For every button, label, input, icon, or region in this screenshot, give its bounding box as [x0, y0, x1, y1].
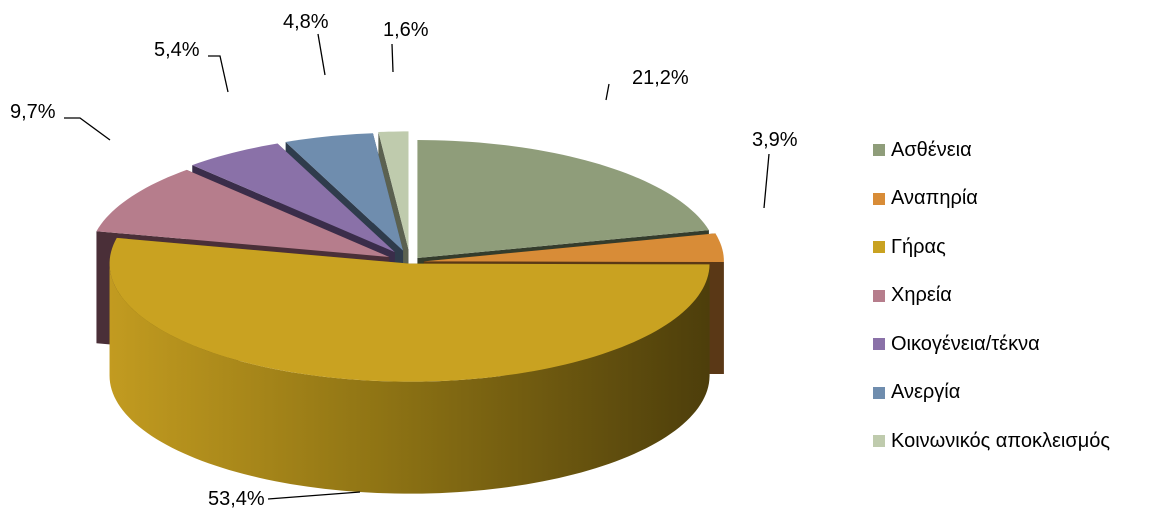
data-label-unemployment: 4,8% [283, 11, 329, 76]
legend-item-unemployment: Ανεργία [873, 381, 1110, 405]
data-label-widowhood: 9,7% [10, 101, 111, 141]
value-label: 21,2% [632, 67, 689, 89]
legend-item-disability: Αναπηρία [873, 187, 1110, 211]
legend-label: Οικογένεια/τέκνα [891, 332, 1040, 355]
legend-item-illness: Ασθένεια [873, 138, 1110, 162]
leader-line [317, 33, 326, 76]
value-label: 53,4% [208, 488, 265, 510]
value-label: 3,9% [752, 129, 798, 151]
legend-swatch [873, 241, 885, 253]
legend-swatch [873, 386, 885, 399]
pie-slice-top [96, 169, 390, 257]
pie-slice-top [423, 233, 724, 263]
legend-label: Γήρας [891, 235, 946, 258]
pie-slice-top [378, 131, 409, 250]
pie-slice-top [417, 140, 709, 259]
pie-slice-top [285, 133, 404, 251]
legend-label: Κοινωνικός αποκλεισμός [891, 429, 1110, 452]
legend-swatch [873, 338, 885, 350]
leader-line [267, 491, 361, 500]
value-label: 4,8% [283, 11, 329, 33]
legend-item-widowhood: Χηρεία [873, 284, 1110, 308]
data-label-old-age: 53,4% [208, 488, 361, 510]
legend-item-social-exclusion: Κοινωνικός αποκλεισμός [873, 429, 1110, 453]
data-label-illness: 21,2% [605, 67, 689, 101]
value-label: 1,6% [383, 19, 429, 41]
legend-swatch [873, 144, 885, 156]
leader-line [391, 43, 394, 73]
leader-line [763, 153, 770, 209]
pie-slice-top [109, 237, 710, 382]
leader-line [605, 83, 610, 101]
legend-swatch [873, 192, 885, 205]
chart-legend: Ασθένεια Αναπηρία Γήρας Χηρεία Οικογένει… [873, 138, 1110, 478]
data-label-social-exclusion: 1,6% [383, 19, 429, 73]
data-label-family-children: 5,4% [154, 39, 229, 93]
pie-slice-top [192, 143, 395, 253]
pie-slice-rim [109, 263, 710, 494]
value-label: 9,7% [10, 101, 56, 123]
legend-swatch [873, 435, 885, 447]
legend-label: Χηρεία [891, 284, 952, 306]
legend-label: Αναπηρία [891, 187, 978, 209]
legend-item-family-children: Οικογένεια/τέκνα [873, 332, 1110, 356]
leader-line [208, 55, 229, 93]
data-label-disability: 3,9% [752, 129, 798, 209]
legend-label: Ασθένεια [891, 138, 972, 161]
leader-line [64, 117, 111, 141]
legend-label: Ανεργία [891, 381, 961, 403]
pie-slice-old-age [109, 237, 710, 494]
legend-swatch [873, 289, 885, 302]
value-label: 5,4% [154, 39, 200, 61]
legend-item-old-age: Γήρας [873, 235, 1110, 259]
